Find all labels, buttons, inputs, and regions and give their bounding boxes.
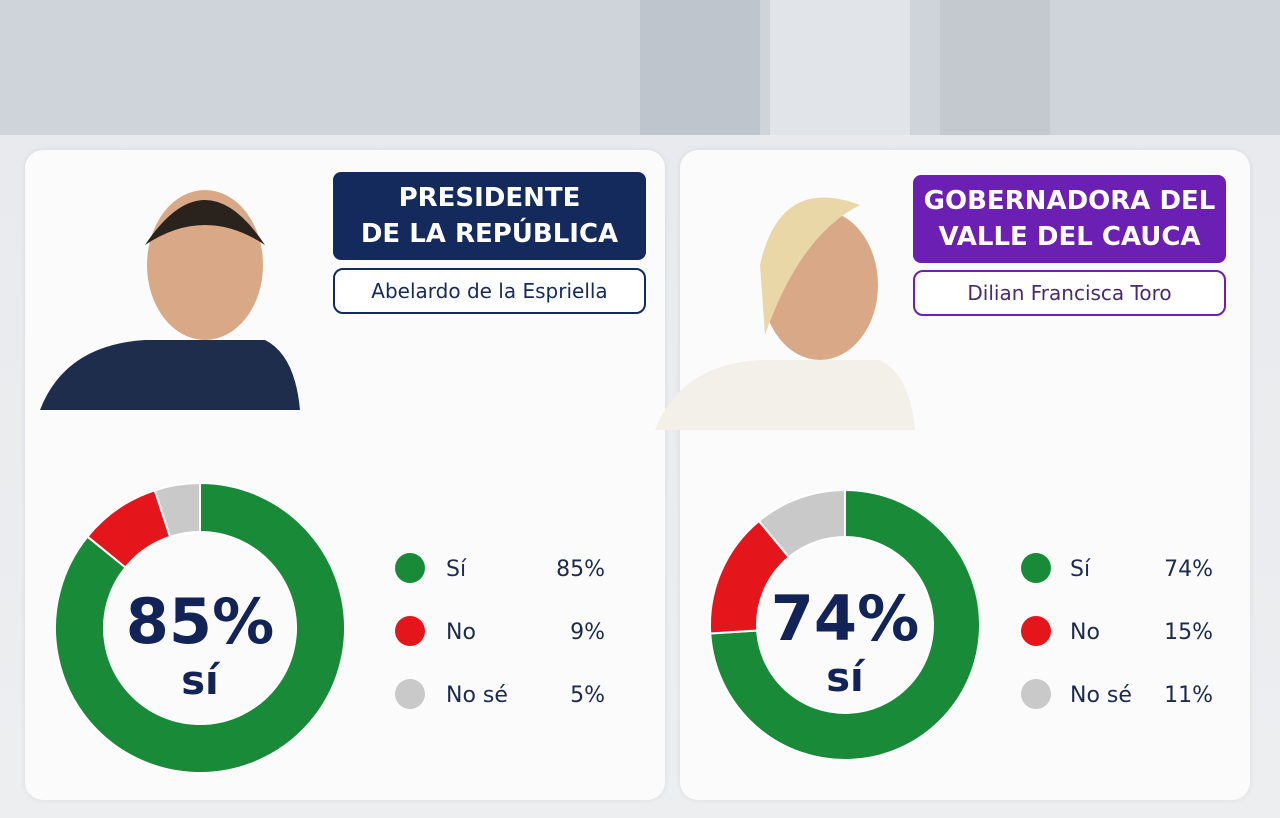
legend-label: Sí [1070,557,1091,582]
legend-label: No sé [1070,683,1132,708]
portrait [760,197,860,335]
donut-slice [54,481,346,774]
donut-slice [153,481,201,539]
legend-label: No [446,620,476,645]
donut-slice [709,488,981,761]
subtitle: Abelardo de la Espriella [333,268,646,314]
legend-label: Sí [446,557,467,582]
backdrop [770,0,910,135]
center-value: 85% [126,585,274,658]
legend-value: 85% [556,557,605,582]
legend-value: 9% [570,620,605,645]
portrait [145,200,265,245]
title-badge: GOBERNADORA DEL VALLE DEL CAUCA [913,175,1226,263]
legend-swatch [395,553,425,583]
legend-swatch [1021,679,1051,709]
legend-value: 15% [1164,620,1213,645]
legend-label: No [1070,620,1100,645]
legend-swatch [1021,553,1051,583]
donut-slice [757,488,846,559]
center-text: sí [181,658,221,704]
portrait [655,360,915,430]
legend-value: 11% [1164,683,1213,708]
portrait [40,340,300,410]
legend-swatch [395,616,425,646]
legend-swatch [395,679,425,709]
center-value: 74% [771,582,919,655]
backdrop [640,0,760,135]
legend-label: No sé [446,683,508,708]
backdrop [940,0,1050,135]
legend-value: 74% [1164,557,1213,582]
legend-value: 5% [570,683,605,708]
title-badge: PRESIDENTE DE LA REPÚBLICA [333,172,646,260]
subtitle: Dilian Francisca Toro [913,270,1226,316]
legend-swatch [1021,616,1051,646]
center-text: sí [826,655,866,701]
